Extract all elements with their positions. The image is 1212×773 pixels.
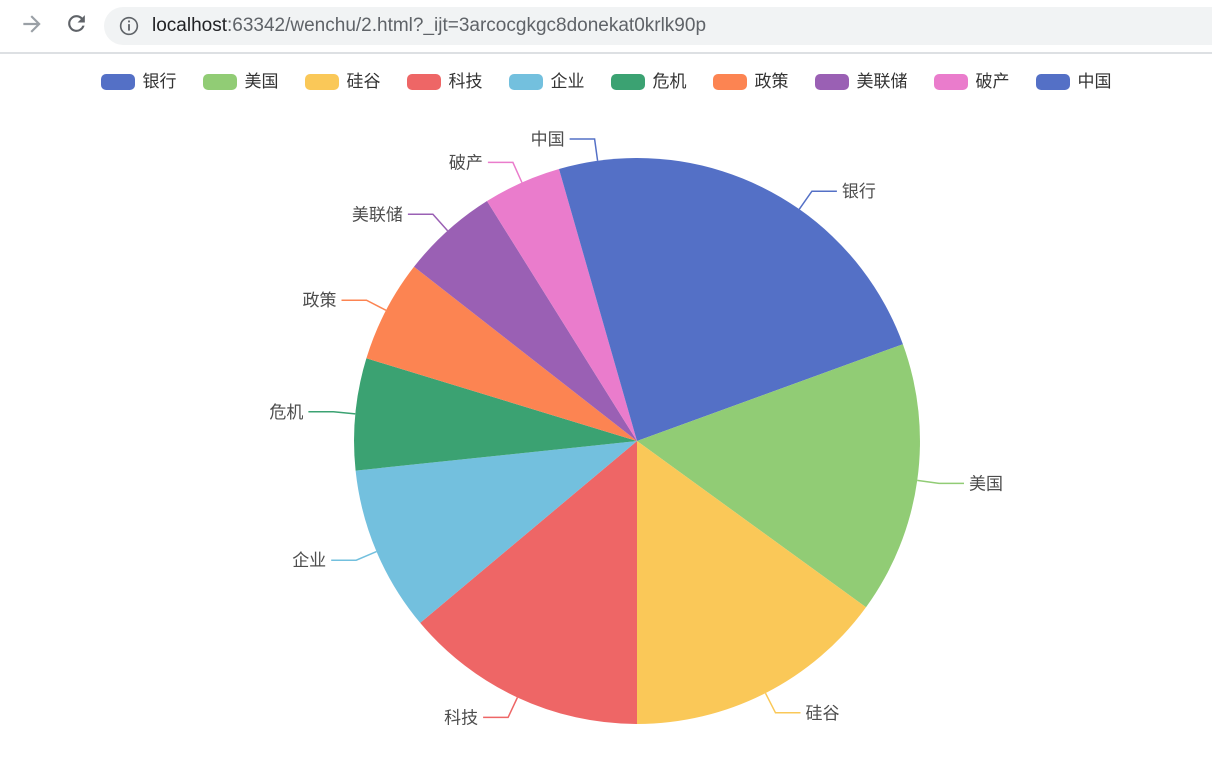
url-bar[interactable]: localhost:63342/wenchu/2.html?_ijt=3arco…	[104, 7, 1212, 45]
slice-label-美国: 美国	[969, 474, 1003, 493]
legend-item-中国[interactable]: 中国	[1035, 72, 1112, 91]
pie-slice-银行[interactable]	[637, 158, 903, 441]
legend-swatch	[304, 73, 339, 90]
legend-label: 企业	[550, 72, 585, 91]
label-line-政策	[341, 299, 387, 311]
pie-slice-政策[interactable]	[366, 266, 637, 441]
legend-swatch	[712, 73, 747, 90]
label-line-美国	[917, 479, 964, 485]
label-line-破产	[487, 161, 523, 183]
slice-label-破产: 破产	[449, 153, 483, 172]
pie-slice-科技[interactable]	[420, 441, 637, 724]
label-line-企业	[331, 550, 377, 561]
legend-swatch	[1035, 73, 1070, 90]
legend-item-危机[interactable]: 危机	[610, 72, 687, 91]
legend-swatch	[610, 73, 645, 90]
page-content: 银行 美国 硅谷 科技 企业 危机 政策 美联储 破产 中国 银行 美国 硅谷 科技 企业 危机 政策 美联储破…	[0, 54, 1212, 773]
slice-label-银行: 银行	[842, 182, 876, 201]
legend-label: 政策	[754, 72, 789, 91]
pie-slice-危机[interactable]	[354, 358, 637, 471]
page-info-icon[interactable]	[118, 15, 140, 37]
forward-button[interactable]	[18, 12, 46, 40]
label-line-美联储	[407, 213, 449, 232]
url-text: localhost:63342/wenchu/2.html?_ijt=3arco…	[152, 15, 706, 37]
legend-swatch	[100, 73, 135, 90]
pie-slice-美国[interactable]	[637, 344, 920, 608]
legend-label: 硅谷	[346, 72, 381, 91]
legend-swatch	[508, 73, 543, 90]
legend-label: 危机	[652, 72, 687, 91]
reload-icon	[64, 11, 89, 41]
slice-label-企业: 企业	[292, 551, 326, 570]
url-path: :63342/wenchu/2.html?_ijt=3arcocgkgc8don…	[227, 15, 707, 36]
slice-label-危机: 危机	[269, 403, 303, 422]
url-host: localhost	[152, 15, 227, 36]
legend-item-美国[interactable]: 美国	[202, 72, 279, 91]
label-line-硅谷	[764, 692, 801, 714]
pie-slice-硅谷[interactable]	[637, 441, 866, 724]
label-line-银行	[798, 190, 837, 210]
pie-slice-企业[interactable]	[355, 441, 637, 623]
reload-button[interactable]	[62, 12, 90, 40]
legend-swatch	[933, 73, 968, 90]
slice-label-美联储: 美联储	[352, 205, 403, 224]
legend-item-政策[interactable]: 政策	[712, 72, 789, 91]
browser-toolbar: localhost:63342/wenchu/2.html?_ijt=3arco…	[0, 0, 1212, 54]
legend-item-硅谷[interactable]: 硅谷	[304, 72, 381, 91]
legend-swatch	[202, 73, 237, 90]
slice-label-中国: 中国	[531, 130, 565, 149]
slice-label-硅谷: 硅谷	[806, 704, 840, 723]
legend-swatch	[814, 73, 849, 90]
legend-swatch	[406, 73, 441, 90]
legend-item-银行[interactable]: 银行	[100, 72, 177, 91]
legend-label: 破产	[975, 72, 1010, 91]
pie-slice-破产[interactable]	[487, 169, 637, 441]
label-line-危机	[308, 411, 356, 415]
legend-label: 美联储	[856, 72, 908, 91]
legend-item-美联储[interactable]: 美联储	[814, 72, 908, 91]
forward-icon	[19, 11, 45, 42]
pie-slice-中国[interactable]	[559, 158, 637, 441]
legend-item-科技[interactable]: 科技	[406, 72, 483, 91]
label-line-科技	[483, 697, 519, 719]
legend-item-破产[interactable]: 破产	[933, 72, 1010, 91]
legend-item-企业[interactable]: 企业	[508, 72, 585, 91]
slice-label-科技: 科技	[444, 708, 478, 727]
label-line-中国	[569, 138, 599, 161]
slice-label-政策: 政策	[303, 291, 337, 310]
legend-label: 中国	[1077, 72, 1112, 91]
legend-label: 科技	[448, 72, 483, 91]
legend-label: 美国	[244, 72, 279, 91]
legend-label: 银行	[142, 72, 177, 91]
chart-legend: 银行 美国 硅谷 科技 企业 危机 政策 美联储 破产 中国	[0, 73, 1212, 90]
pie-slice-美联储[interactable]	[414, 201, 637, 441]
